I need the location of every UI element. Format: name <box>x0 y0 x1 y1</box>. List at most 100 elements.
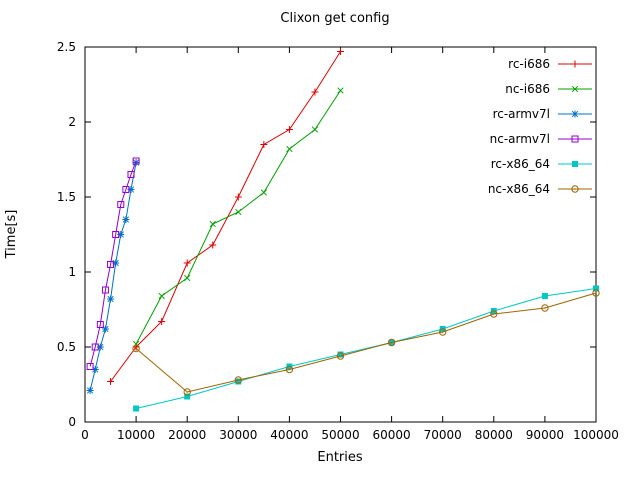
square-open-marker <box>101 286 109 294</box>
series-nc-x86_64 <box>132 289 600 396</box>
asterisk-marker <box>101 325 109 333</box>
series-line-rc-x86_64 <box>135 288 597 409</box>
x-tick-label: 80000 <box>475 428 513 442</box>
x-tick-label: 60000 <box>373 428 411 442</box>
asterisk-marker <box>112 259 120 267</box>
asterisk-marker <box>107 295 115 303</box>
y-axis-label: Time[s] <box>4 210 19 260</box>
square-filled-marker <box>133 405 140 412</box>
legend-label-rc-i686: rc-i686 <box>508 57 550 71</box>
legend-item-rc-x86_64: rc-x86_64 <box>491 157 592 171</box>
y-tick-label: 2 <box>68 115 76 129</box>
legend-item-nc-armv7l: nc-armv7l <box>490 132 592 146</box>
data-series-layer <box>86 48 600 412</box>
square-open-marker <box>96 321 104 328</box>
series-line-nc-armv7l <box>89 160 137 367</box>
x-tick-label: 30000 <box>219 428 257 442</box>
square-filled-marker <box>593 285 599 292</box>
chart-title: Clixon get config <box>280 11 389 26</box>
cross-marker <box>311 126 319 133</box>
square-filled-marker <box>337 351 344 358</box>
circle-open-marker <box>132 344 140 353</box>
x-tick-label: 10000 <box>117 428 155 442</box>
plus-marker <box>571 60 579 68</box>
y-tick-label: 0 <box>68 415 76 429</box>
y-tick-label: 1 <box>68 265 76 279</box>
plus-marker <box>209 241 217 249</box>
cross-marker <box>286 145 293 153</box>
x-tick-label: 0 <box>81 428 89 442</box>
circle-open-marker <box>387 338 396 347</box>
square-filled-marker <box>184 393 191 400</box>
plus-marker <box>183 259 191 267</box>
plus-marker <box>158 318 166 325</box>
plus-marker <box>234 193 242 201</box>
x-tick-label: 50000 <box>321 428 359 442</box>
series-rc-armv7l <box>86 159 140 394</box>
square-open-marker <box>127 171 135 178</box>
square-filled-marker <box>235 378 242 385</box>
legend-label-nc-x86_64: nc-x86_64 <box>488 182 550 196</box>
cross-marker <box>209 220 216 228</box>
plus-marker <box>311 88 319 96</box>
legend-item-rc-i686: rc-i686 <box>508 57 592 71</box>
series-rc-i686 <box>107 48 344 385</box>
cross-marker <box>184 274 191 282</box>
x-tick-label: 90000 <box>526 428 564 442</box>
series-nc-armv7l <box>86 157 140 370</box>
y-tick-label: 1.5 <box>57 190 76 204</box>
asterisk-marker <box>117 231 125 238</box>
square-open-marker <box>107 261 115 268</box>
cross-marker <box>337 87 344 94</box>
asterisk-marker <box>127 186 135 193</box>
plus-marker <box>107 378 115 385</box>
series-nc-i686 <box>132 87 344 348</box>
asterisk-marker <box>91 366 99 373</box>
legend-label-nc-i686: nc-i686 <box>505 82 550 96</box>
x-tick-label: 40000 <box>270 428 308 442</box>
series-line-nc-i686 <box>135 90 341 345</box>
legend-item-rc-armv7l: rc-armv7l <box>493 107 592 121</box>
y-tick-label: 0.5 <box>57 340 76 354</box>
asterisk-marker <box>122 216 130 223</box>
cross-marker <box>235 208 242 216</box>
circle-open-marker <box>234 376 243 384</box>
y-tick-label: 2.5 <box>57 40 76 54</box>
square-open-marker <box>112 231 120 238</box>
legend-label-rc-x86_64: rc-x86_64 <box>491 157 550 171</box>
circle-open-marker <box>183 388 191 396</box>
cross-marker <box>571 85 579 93</box>
axis-ticks: 0 10000 20000 30000 40000 50000 60000 70000 8000… <box>57 40 619 442</box>
square-open-marker <box>571 135 579 143</box>
square-open-marker <box>117 201 125 208</box>
circle-open-marker <box>541 304 549 312</box>
asterisk-marker <box>132 159 140 166</box>
square-filled-marker <box>572 161 578 167</box>
cross-marker <box>158 292 165 300</box>
plot-border <box>84 46 597 423</box>
square-open-marker <box>91 343 99 351</box>
square-filled-marker <box>541 293 548 299</box>
circle-open-marker <box>592 289 600 297</box>
series-rc-x86_64 <box>133 285 599 412</box>
plus-marker <box>260 141 268 148</box>
series-line-nc-x86_64 <box>135 292 597 393</box>
circle-open-marker <box>571 185 579 193</box>
x-axis-label: Entries <box>317 450 363 465</box>
x-tick-label: 20000 <box>168 428 206 442</box>
legend: rc-i686 nc-i686 rc-armv7l nc-armv7l rc-x86_6… <box>488 57 592 196</box>
legend-item-nc-x86_64: nc-x86_64 <box>488 182 592 196</box>
square-open-marker <box>86 363 94 370</box>
x-tick-label: 100000 <box>573 428 619 442</box>
asterisk-marker <box>96 343 104 351</box>
legend-item-nc-i686: nc-i686 <box>505 82 592 96</box>
legend-label-nc-armv7l: nc-armv7l <box>490 132 550 146</box>
circle-open-marker <box>285 365 294 374</box>
legend-label-rc-armv7l: rc-armv7l <box>493 107 550 121</box>
series-line-rc-armv7l <box>89 162 137 391</box>
plus-marker <box>337 48 344 55</box>
cross-marker <box>260 189 268 196</box>
circle-open-marker <box>439 328 447 336</box>
